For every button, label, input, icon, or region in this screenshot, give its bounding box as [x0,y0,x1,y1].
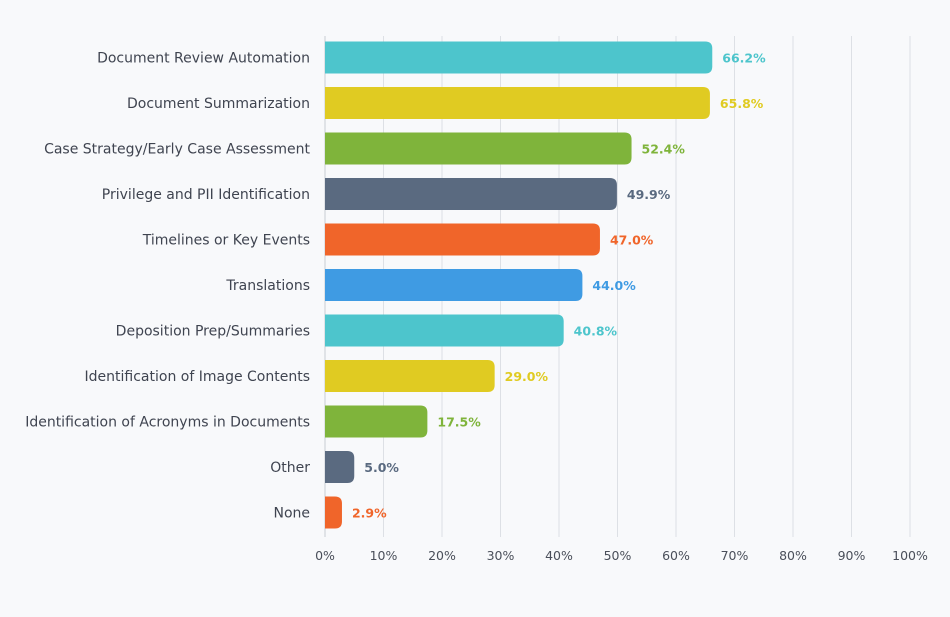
bar-document-review-automation [325,41,713,74]
bar-deposition-prep-summaries [325,314,564,347]
value-label: 47.0% [610,233,654,248]
x-tick-label-20: 20% [428,548,456,563]
value-label: 44.0% [592,278,636,293]
category-label: Privilege and PII Identification [102,187,310,203]
bar-none [325,496,342,529]
bar-identification-of-acronyms-in-documents [325,405,428,438]
category-label: Timelines or Key Events [142,233,310,249]
value-label: 2.9% [352,506,387,521]
value-label: 5.0% [364,460,399,475]
value-label: 17.5% [437,415,481,430]
category-label: Case Strategy/Early Case Assessment [44,142,310,158]
tick-label-layer: 0% 10% 20% 30% 40% 50% 60% 70% 80% 90% 100% [315,548,928,563]
value-label: 66.2% [722,51,766,66]
category-label-layer: Document Review Automation Document Summa… [25,51,310,522]
bar-timelines-or-key-events [325,223,600,256]
category-label: Other [270,460,310,476]
category-label: Identification of Image Contents [85,369,310,385]
category-label: Translations [225,278,310,294]
x-tick-label-10: 10% [370,548,398,563]
value-label-layer: 66.2% 65.8% 52.4% 49.9% 47.0% 44.0% 40.8% 29.0%… [352,51,766,521]
x-tick-label-0: 0% [315,548,335,563]
value-label: 40.8% [574,324,618,339]
category-label: Identification of Acronyms in Documents [25,415,310,431]
bar-identification-of-image-contents [325,360,495,392]
x-tick-label-70: 70% [721,548,749,563]
category-label: None [273,506,310,522]
x-tick-label-90: 90% [838,548,866,563]
category-label: Document Summarization [127,96,310,112]
x-tick-label-50: 50% [604,548,632,563]
value-label: 29.0% [505,369,549,384]
x-tick-label-30: 30% [487,548,515,563]
value-label: 49.9% [627,187,671,202]
value-label: 52.4% [642,142,686,157]
bar-case-strategy-early-case-assessment [325,132,632,165]
category-label: Deposition Prep/Summaries [116,324,310,340]
category-label: Document Review Automation [97,51,310,67]
value-label: 65.8% [720,96,764,111]
x-tick-label-40: 40% [545,548,573,563]
bar-privilege-and-pii-identification [325,178,617,210]
bar-document-summarization [325,87,710,119]
x-tick-label-80: 80% [779,548,807,563]
x-tick-label-100: 100% [892,548,928,563]
bar-layer [325,41,713,529]
bar-translations [325,269,583,301]
x-tick-label-60: 60% [662,548,690,563]
bar-other [325,451,355,483]
